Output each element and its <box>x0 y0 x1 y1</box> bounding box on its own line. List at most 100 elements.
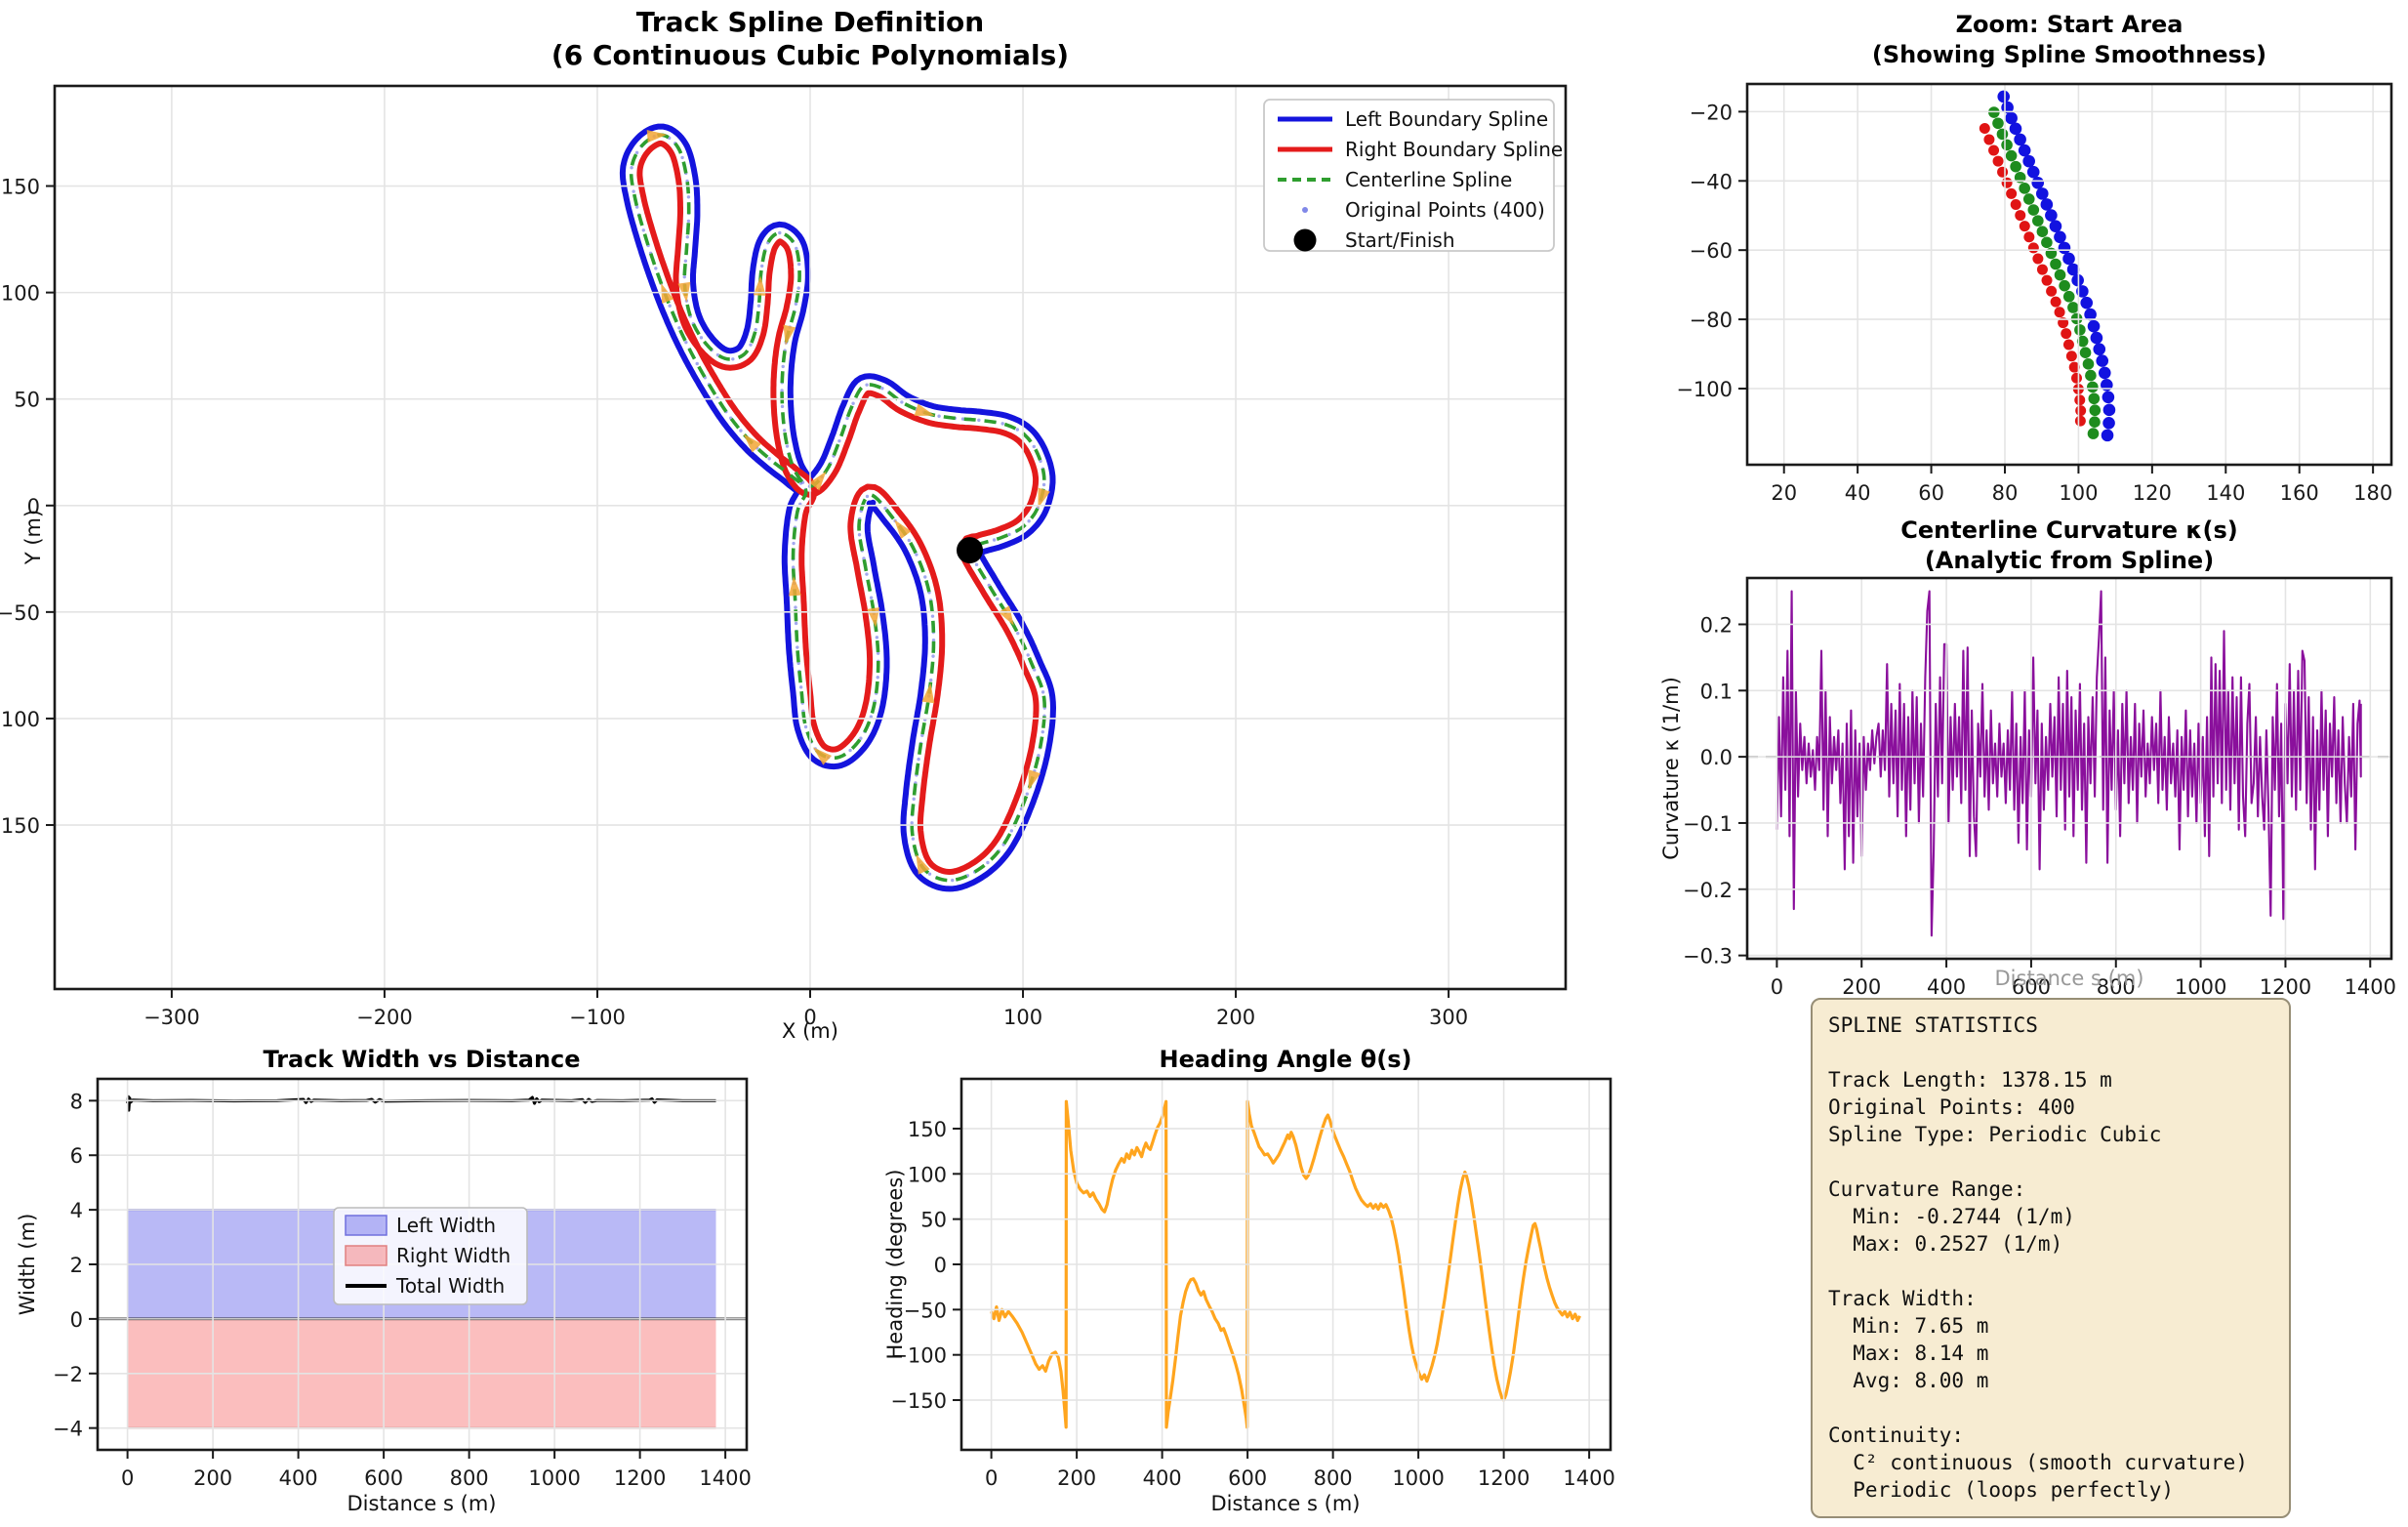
svg-text:800: 800 <box>450 1466 489 1490</box>
svg-text:−0.3: −0.3 <box>1683 945 1733 969</box>
svg-text:−200: −200 <box>356 1006 413 1029</box>
spline-statistics-box: SPLINE STATISTICS Track Length: 1378.15 … <box>1811 998 2291 1518</box>
svg-text:400: 400 <box>1143 1466 1182 1490</box>
svg-text:0.0: 0.0 <box>1700 746 1733 769</box>
svg-text:−100: −100 <box>1676 378 1733 401</box>
curvature-plot-xlabel: Distance s (m) <box>1994 967 2144 990</box>
svg-text:−50: −50 <box>0 601 40 625</box>
direction-arrow-icon <box>743 433 762 453</box>
width-plot-legend: Left Width Right Width Total Width <box>333 1207 528 1305</box>
svg-text:180: 180 <box>2353 481 2392 505</box>
svg-text:−0.1: −0.1 <box>1683 812 1733 836</box>
curvature-plot-title-line2: (Analytic from Spline) <box>1924 547 2215 574</box>
svg-text:Right Boundary Spline: Right Boundary Spline <box>1345 138 1563 161</box>
svg-text:−80: −80 <box>1690 309 1733 332</box>
direction-arrow-icon <box>788 576 801 597</box>
svg-text:−60: −60 <box>1690 239 1733 263</box>
svg-text:400: 400 <box>279 1466 318 1490</box>
direction-arrow-icon <box>998 605 1014 626</box>
heading-plot-title: Heading Angle θ(s) <box>1159 1046 1412 1073</box>
main-plot-xlabel: X (m) <box>782 1019 838 1043</box>
svg-text:800: 800 <box>1314 1466 1353 1490</box>
svg-text:1200: 1200 <box>2260 975 2311 999</box>
direction-arrow-icon <box>921 682 935 704</box>
svg-text:0: 0 <box>934 1254 947 1277</box>
svg-text:0: 0 <box>803 1006 816 1029</box>
svg-text:−150: −150 <box>0 814 40 838</box>
svg-text:Left Boundary Spline: Left Boundary Spline <box>1345 107 1548 131</box>
svg-text:100: 100 <box>1 282 40 306</box>
svg-text:Start/Finish: Start/Finish <box>1345 228 1455 252</box>
svg-text:160: 160 <box>2280 481 2319 505</box>
svg-text:600: 600 <box>1228 1466 1267 1490</box>
svg-text:300: 300 <box>1429 1006 1468 1029</box>
width-plot-xlabel: Distance s (m) <box>347 1492 497 1515</box>
svg-text:600: 600 <box>2012 975 2051 999</box>
svg-text:0.2: 0.2 <box>1700 613 1733 637</box>
heading-plot-ylabel: Heading (degrees) <box>883 1169 907 1360</box>
svg-text:1400: 1400 <box>2345 975 2396 999</box>
svg-text:1200: 1200 <box>1478 1466 1530 1490</box>
svg-text:600: 600 <box>364 1466 403 1490</box>
direction-arrow-icon <box>753 275 766 296</box>
direction-arrow-icon <box>894 519 912 539</box>
direction-arrow-icon <box>783 324 796 346</box>
svg-text:Original Points (400): Original Points (400) <box>1345 198 1545 222</box>
svg-text:0.1: 0.1 <box>1700 680 1733 703</box>
svg-text:−100: −100 <box>0 708 40 731</box>
svg-text:120: 120 <box>2133 481 2172 505</box>
svg-text:400: 400 <box>1927 975 1966 999</box>
svg-text:Centerline Spline: Centerline Spline <box>1345 168 1512 191</box>
start-finish-marker <box>957 537 984 564</box>
zoom-start-plot <box>1979 90 2116 442</box>
svg-text:200: 200 <box>1057 1466 1096 1490</box>
curvature-plot-ylabel: Curvature κ (1/m) <box>1659 677 1683 860</box>
direction-arrow-icon <box>916 853 930 875</box>
svg-text:1400: 1400 <box>699 1466 751 1490</box>
direction-arrow-icon <box>1038 487 1050 509</box>
svg-text:−4: −4 <box>53 1418 83 1441</box>
svg-text:200: 200 <box>193 1466 232 1490</box>
svg-text:50: 50 <box>14 389 40 412</box>
svg-text:0: 0 <box>1771 975 1783 999</box>
svg-text:−100: −100 <box>569 1006 626 1029</box>
svg-text:150: 150 <box>1 176 40 199</box>
main-plot-ylabel: Y (m) <box>21 509 45 565</box>
svg-text:60: 60 <box>1918 481 1944 505</box>
svg-text:200: 200 <box>1842 975 1881 999</box>
svg-text:0: 0 <box>121 1466 134 1490</box>
svg-text:0: 0 <box>985 1466 998 1490</box>
width-plot-ylabel: Width (m) <box>16 1213 39 1316</box>
svg-text:1000: 1000 <box>2175 975 2226 999</box>
direction-arrow-icon <box>1028 769 1041 791</box>
curvature-plot-title-line1: Centerline Curvature κ(s) <box>1900 516 2238 544</box>
svg-text:−0.2: −0.2 <box>1683 879 1733 902</box>
svg-text:8: 8 <box>70 1090 83 1113</box>
svg-text:1000: 1000 <box>528 1466 580 1490</box>
svg-text:40: 40 <box>1845 481 1871 505</box>
svg-text:200: 200 <box>1216 1006 1255 1029</box>
svg-text:1000: 1000 <box>1392 1466 1444 1490</box>
direction-arrow-icon <box>661 282 674 304</box>
curvature-plot <box>1747 590 2391 937</box>
svg-text:100: 100 <box>1003 1006 1042 1029</box>
main-plot-title-line2: (6 Continuous Cubic Polynomials) <box>551 39 1070 71</box>
svg-text:Total Width: Total Width <box>395 1274 505 1298</box>
svg-text:−300: −300 <box>143 1006 200 1029</box>
zoom-plot-title-line2: (Showing Spline Smoothness) <box>1871 41 2267 68</box>
svg-text:−40: −40 <box>1690 170 1733 193</box>
width-plot-title: Track Width vs Distance <box>263 1046 581 1073</box>
svg-text:−100: −100 <box>890 1344 947 1368</box>
svg-text:50: 50 <box>920 1209 947 1232</box>
heading-plot <box>990 1099 1581 1429</box>
svg-text:Right Width: Right Width <box>396 1244 510 1267</box>
main-plot-legend: Left Boundary Spline Right Boundary Splin… <box>1263 99 1563 252</box>
svg-text:−20: −20 <box>1690 101 1733 124</box>
svg-text:1400: 1400 <box>1563 1466 1614 1490</box>
svg-text:2: 2 <box>70 1254 83 1277</box>
svg-text:150: 150 <box>908 1118 947 1141</box>
svg-text:20: 20 <box>1771 481 1797 505</box>
main-track-plot <box>619 123 1056 892</box>
